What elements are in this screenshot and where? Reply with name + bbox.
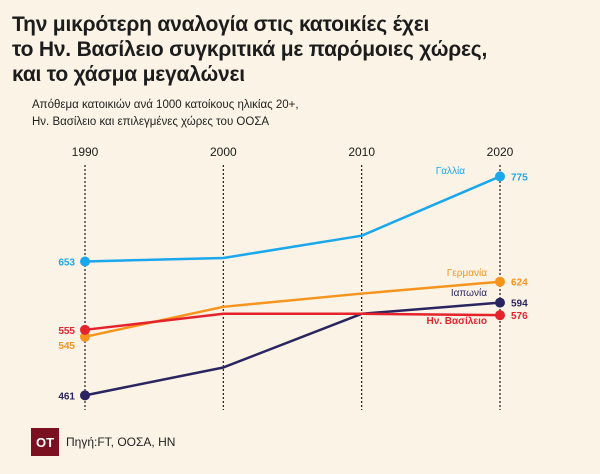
start-point-japan	[80, 390, 90, 401]
end-value-japan: 594	[511, 299, 528, 310]
subtitle-line-2: Ην. Βασίλειο και επιλεγμένες χώρες του Ο…	[32, 116, 270, 128]
series-name-japan: Ιαπωνία	[451, 287, 487, 299]
series-line-germany	[84, 280, 501, 339]
start-value-germany: 545	[58, 341, 75, 352]
subtitle-line-1: Απόθεμα κατοικιών ανά 1000 κατοίκους ηλι…	[32, 99, 299, 111]
x-tick-label-1990: 1990	[72, 145, 99, 159]
start-point-germany	[80, 331, 90, 342]
start-point-uk	[80, 324, 90, 335]
ot-logo: OT	[31, 428, 59, 456]
title-line-2: το Ην. Βασίλειο συγκριτικά με παρόμοιες …	[12, 38, 488, 61]
chart-subtitle: Απόθεμα κατοικιών ανά 1000 κατοίκους ηλι…	[32, 97, 299, 131]
end-point-uk	[495, 310, 505, 321]
end-point-japan	[495, 297, 505, 308]
start-point-france	[80, 256, 90, 267]
series-line-uk	[84, 312, 501, 332]
title-line-3: και το χάσμα μεγαλώνει	[12, 63, 245, 86]
x-tick-label-2010: 2010	[348, 145, 375, 159]
end-value-uk: 576	[511, 311, 528, 322]
end-value-germany: 624	[511, 278, 528, 289]
series-line-japan	[84, 301, 501, 397]
series-line-france	[84, 175, 501, 263]
start-value-uk: 555	[58, 326, 75, 337]
end-value-france: 775	[511, 172, 528, 183]
x-tick-label-2000: 2000	[210, 145, 237, 159]
series-name-france: Γαλλία	[436, 165, 466, 177]
end-point-germany	[495, 276, 505, 287]
source-note: Πηγή:FT, ΟΟΣΑ, ΗΝ	[66, 435, 176, 449]
x-tick-label-2020: 2020	[487, 145, 514, 159]
start-value-france: 653	[58, 257, 75, 268]
title-line-1: Την μικρότερη αναλογία στις κατοικίες έχ…	[12, 13, 430, 36]
series-name-germany: Γερμανία	[447, 267, 487, 279]
series-name-uk: Ην. Βασίλειο	[426, 316, 487, 327]
chart-title: Την μικρότερη αναλογία στις κατοικίες έχ…	[12, 12, 592, 87]
start-value-japan: 461	[58, 391, 75, 402]
end-point-france	[495, 171, 505, 182]
